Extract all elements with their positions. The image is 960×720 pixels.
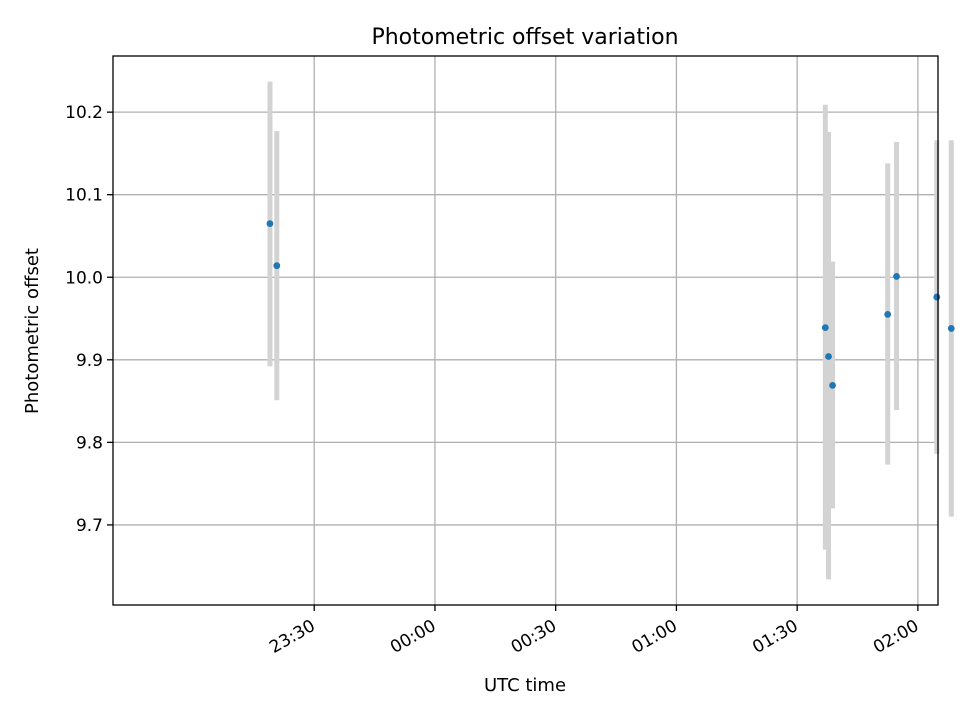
chart-title: Photometric offset variation [371,25,678,50]
point-layer [266,220,955,389]
data-point [933,293,941,301]
y-tick-label: 10.1 [65,186,103,206]
data-point [273,262,281,270]
plot-frame [112,55,939,606]
errorbar-layer [267,81,954,580]
y-tick-label: 9.8 [76,433,103,453]
x-tick-label: 02:00 [870,616,922,658]
y-tick-label: 10.0 [65,268,103,288]
data-point [884,311,892,318]
grid-layer [113,56,938,605]
data-point [825,353,832,360]
x-tick-label: 01:00 [628,616,680,658]
data-point [893,273,900,280]
x-tick-label: 23:30 [266,616,318,658]
y-tick-label: 10.2 [65,103,103,123]
y-tick-label: 9.7 [76,516,103,536]
y-tick-label: 9.9 [76,351,103,371]
x-axis-label: UTC time [484,675,566,696]
data-point [266,220,274,227]
data-point [829,382,836,389]
data-point [947,325,955,332]
x-tick-label: 01:30 [749,616,801,658]
x-tick-label: 00:00 [387,616,439,658]
data-point [821,324,829,332]
y-axis-label: Photometric offset [22,248,43,414]
x-tick-label: 00:30 [508,616,560,658]
